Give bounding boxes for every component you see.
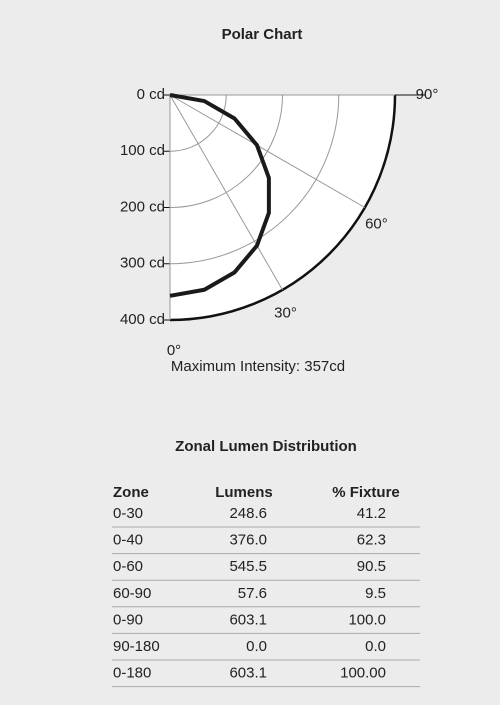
theta-tick-label: 90° xyxy=(416,86,439,103)
table-cell: 603.1 xyxy=(229,665,267,682)
table-cell: 0.0 xyxy=(246,638,267,655)
table-cell: 62.3 xyxy=(357,532,386,549)
table-cell: 41.2 xyxy=(357,505,386,522)
grid-arc xyxy=(169,94,340,265)
table-cell: 0-60 xyxy=(113,558,143,575)
intensity-curve xyxy=(169,93,271,298)
column-header: % Fixture xyxy=(332,484,400,501)
r-tick-label: 300 cd xyxy=(120,255,165,272)
table-cell: 100.00 xyxy=(340,665,386,682)
table-cell: 9.5 xyxy=(365,585,386,602)
table-cell: 376.0 xyxy=(229,532,267,549)
table-cell: 0.0 xyxy=(365,638,386,655)
annotation: Maximum Intensity: 357cd xyxy=(171,358,345,375)
chart-title: Polar Chart xyxy=(222,26,303,43)
table-cell: 0-90 xyxy=(113,611,143,628)
polar-chart: 0 cd 100 cd 200 cd 300 cd 400 cd0° 30° 60° 90° xyxy=(120,86,438,359)
table-cell: 603.1 xyxy=(229,611,267,628)
table-cell: 57.6 xyxy=(238,585,267,602)
table-cell: 0-180 xyxy=(113,665,151,682)
table-cell: 90-180 xyxy=(113,638,160,655)
table-title: Zonal Lumen Distribution xyxy=(175,438,357,455)
theta-tick-label: 0° xyxy=(167,342,181,359)
r-tick-label: 200 cd xyxy=(120,198,165,215)
column-header: Zone xyxy=(113,484,149,501)
theta-tick-label: 60° xyxy=(365,215,388,232)
column-header: Lumens xyxy=(215,484,273,501)
table-cell: 100.0 xyxy=(348,611,386,628)
grid-spoke xyxy=(169,94,366,208)
grid-arc xyxy=(169,94,397,322)
table: Zone Lumens % Fixture 0-30 248.6 41.2 0-40 376.… xyxy=(112,484,420,688)
grid-spoke xyxy=(169,94,283,291)
grid-arc xyxy=(169,94,283,208)
table-cell: 60-90 xyxy=(113,585,151,602)
theta-tick-label: 30° xyxy=(274,304,297,321)
r-tick-label: 400 cd xyxy=(120,311,165,328)
polar-area xyxy=(170,95,395,320)
table-cell: 248.6 xyxy=(229,505,267,522)
grid-arc xyxy=(169,94,227,152)
table-cell: 0-40 xyxy=(113,532,143,549)
table-cell: 545.5 xyxy=(229,558,267,575)
table-cell: 0-30 xyxy=(113,505,143,522)
r-tick-label: 0 cd xyxy=(137,86,165,103)
table-cell: 90.5 xyxy=(357,558,386,575)
r-tick-label: 100 cd xyxy=(120,142,165,159)
